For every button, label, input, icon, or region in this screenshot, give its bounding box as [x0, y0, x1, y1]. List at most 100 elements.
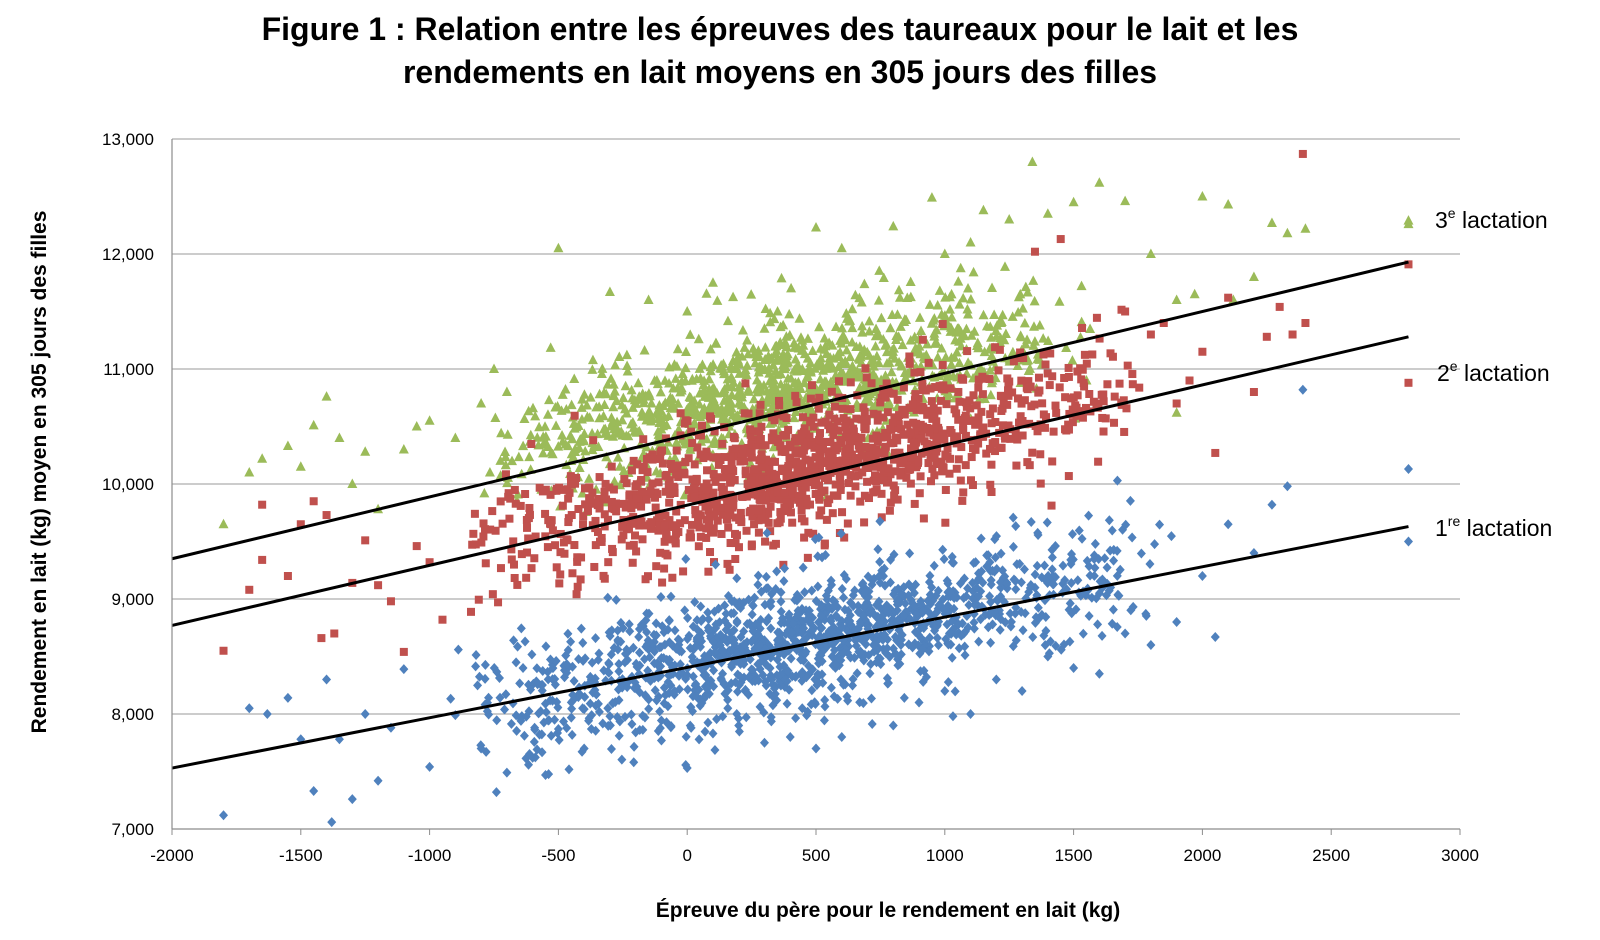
point-square: [846, 378, 855, 387]
point-triangle: [577, 394, 588, 404]
point-square: [780, 467, 789, 476]
point-square: [845, 433, 854, 442]
point-diamond: [974, 591, 984, 602]
point-diamond: [615, 716, 625, 727]
point-diamond: [611, 594, 621, 605]
point-diamond: [848, 600, 858, 611]
point-square: [924, 406, 933, 415]
point-square: [873, 437, 882, 446]
point-diamond: [720, 688, 730, 699]
point-square: [879, 413, 888, 422]
point-triangle: [502, 477, 513, 488]
point-diamond: [796, 654, 806, 665]
point-triangle: [1043, 335, 1054, 346]
point-triangle: [568, 418, 579, 428]
point-diamond: [373, 775, 383, 786]
point-square: [876, 398, 885, 407]
point-triangle: [1024, 363, 1035, 373]
point-triangle: [707, 277, 718, 287]
point-square: [468, 540, 477, 549]
point-square: [908, 400, 917, 409]
point-square: [766, 527, 775, 536]
point-triangle: [699, 402, 710, 413]
point-triangle: [805, 365, 816, 375]
point-triangle: [828, 362, 839, 373]
point-square: [607, 462, 616, 471]
point-square: [910, 368, 919, 377]
point-square: [916, 472, 925, 481]
point-square: [1046, 349, 1055, 358]
point-triangle: [676, 376, 687, 386]
point-square: [893, 424, 902, 433]
point-square: [915, 434, 924, 443]
point-triangle: [878, 272, 889, 283]
point-square: [509, 537, 518, 546]
point-square: [1016, 348, 1025, 357]
point-triangle: [1000, 328, 1011, 338]
point-triangle: [989, 309, 1000, 320]
point-square: [718, 439, 727, 448]
point-diamond: [957, 618, 967, 629]
point-square: [811, 398, 820, 407]
point-triangle: [992, 320, 1003, 330]
point-diamond: [908, 642, 918, 653]
point-square: [731, 539, 740, 548]
point-square: [806, 456, 815, 465]
point-diamond: [532, 744, 542, 755]
point-square: [797, 459, 806, 468]
point-diamond: [1058, 560, 1068, 571]
point-diamond: [871, 599, 881, 610]
point-diamond: [753, 659, 763, 670]
point-square: [1049, 427, 1058, 436]
point-diamond: [1045, 636, 1055, 647]
point-diamond: [776, 606, 786, 617]
point-triangle: [955, 262, 966, 273]
point-square: [754, 506, 763, 515]
point-triangle: [557, 430, 568, 440]
point-square: [619, 499, 628, 508]
point-square: [1123, 361, 1132, 370]
point-square: [1028, 448, 1037, 457]
point-triangle: [723, 406, 734, 416]
point-triangle: [622, 366, 633, 376]
point-diamond: [1012, 559, 1022, 570]
point-square: [719, 485, 728, 494]
point-square: [761, 496, 770, 505]
point-square: [1060, 373, 1069, 382]
point-square: [1015, 354, 1024, 363]
point-diamond: [866, 693, 876, 704]
point-square: [511, 499, 520, 508]
point-diamond: [974, 573, 984, 584]
point-diamond: [1064, 604, 1074, 615]
point-square: [935, 382, 944, 391]
point-diamond: [609, 642, 619, 653]
point-square: [523, 548, 532, 557]
point-diamond: [506, 718, 516, 729]
point-square: [1115, 379, 1124, 388]
point-square: [219, 646, 228, 655]
point-triangle: [951, 347, 962, 357]
point-square: [910, 442, 919, 451]
point-square: [673, 461, 682, 470]
point-square: [1120, 427, 1129, 436]
point-triangle: [820, 378, 831, 389]
point-square: [1275, 302, 1284, 311]
point-square: [957, 443, 966, 452]
point-diamond: [1166, 531, 1176, 542]
point-triangle: [734, 358, 745, 369]
point-diamond: [1032, 560, 1042, 571]
point-diamond: [1016, 577, 1026, 588]
point-square: [752, 441, 761, 450]
point-square: [653, 490, 662, 499]
point-diamond: [629, 757, 639, 768]
point-diamond: [1077, 533, 1087, 544]
point-diamond: [744, 672, 754, 683]
point-triangle: [645, 410, 656, 421]
point-triangle: [523, 405, 534, 416]
point-diamond: [880, 629, 890, 640]
point-diamond: [845, 615, 855, 626]
point-square: [729, 501, 738, 510]
point-diamond: [1105, 545, 1115, 556]
point-square: [676, 409, 685, 418]
